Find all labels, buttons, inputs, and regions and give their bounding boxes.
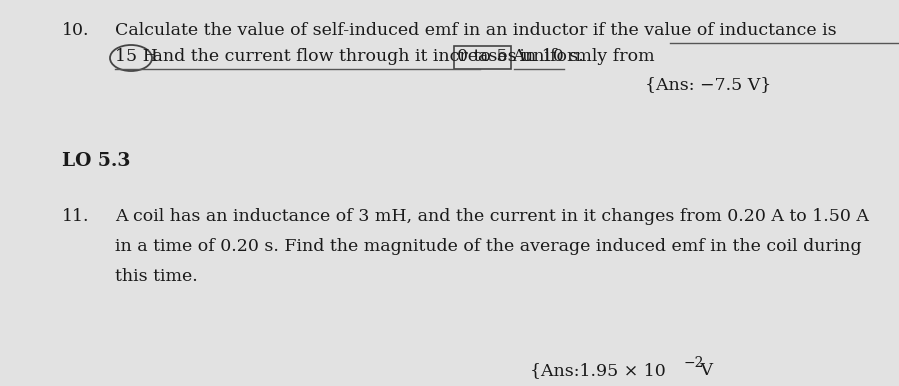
Text: 0 to 5 A: 0 to 5 A — [457, 48, 526, 65]
Text: and the current flow through it increases uniformly from: and the current flow through it increase… — [147, 48, 660, 65]
Text: 11.: 11. — [62, 208, 90, 225]
Text: {Ans: −7.5 V}: {Ans: −7.5 V} — [645, 76, 771, 93]
Text: 15 H: 15 H — [115, 48, 158, 65]
Text: LO 5.3: LO 5.3 — [62, 152, 130, 170]
Text: 10.: 10. — [62, 22, 90, 39]
Text: {Ans:1.95 × 10: {Ans:1.95 × 10 — [530, 362, 666, 379]
Text: in 10 s.: in 10 s. — [514, 48, 583, 65]
Text: this time.: this time. — [115, 268, 198, 285]
Text: V: V — [695, 362, 713, 379]
Text: A coil has an inductance of 3 mH, and the current in it changes from 0.20 A to 1: A coil has an inductance of 3 mH, and th… — [115, 208, 868, 225]
Text: in a time of 0.20 s. Find the magnitude of the average induced emf in the coil d: in a time of 0.20 s. Find the magnitude … — [115, 238, 861, 255]
Text: −2: −2 — [684, 356, 705, 370]
Text: Calculate the value of self-induced emf in an inductor if the value of inductanc: Calculate the value of self-induced emf … — [115, 22, 837, 39]
